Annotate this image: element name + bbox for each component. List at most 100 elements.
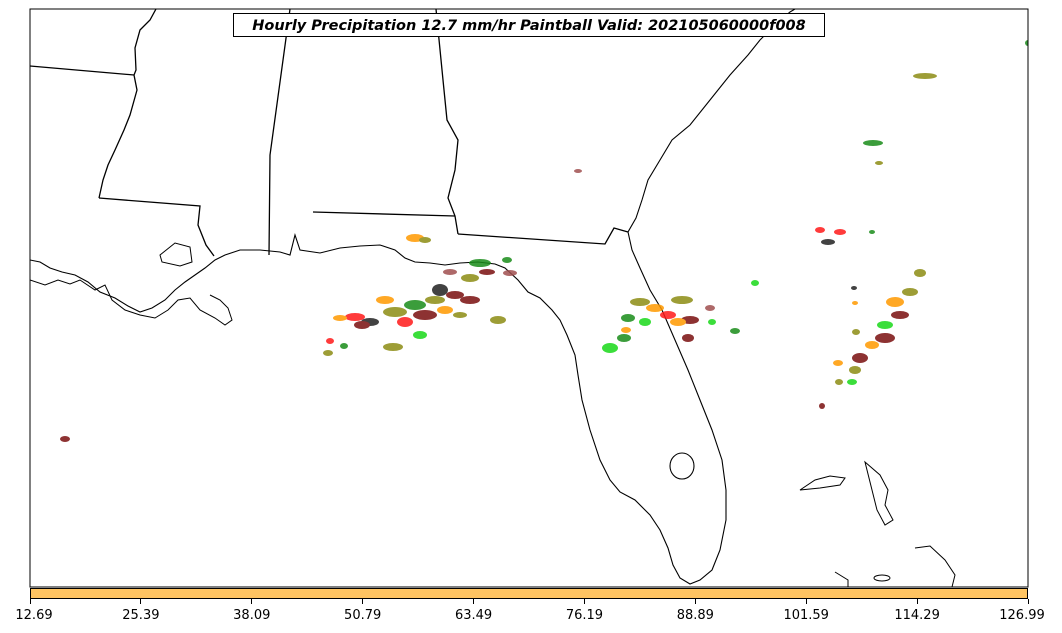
state-border-al-ga xyxy=(435,9,459,235)
colorbar-tick-label: 12.69 xyxy=(15,608,53,623)
precip-blob xyxy=(902,288,918,296)
bahamas-abaco xyxy=(864,460,894,526)
coastline xyxy=(30,9,796,585)
precip-blob xyxy=(345,313,365,321)
precip-blob xyxy=(397,317,413,327)
precip-blob xyxy=(490,316,506,324)
precip-blob xyxy=(602,343,618,353)
lake-okeechobee xyxy=(669,452,695,480)
colorbar-tick-label: 63.49 xyxy=(454,608,493,623)
bahamas-grand xyxy=(799,475,846,491)
state-border-ms-la xyxy=(98,197,215,257)
precip-blob xyxy=(852,353,868,363)
map-title: Hourly Precipitation 12.7 mm/hr Paintbal… xyxy=(233,13,825,37)
colorbar-tick-mark xyxy=(805,599,807,604)
precip-blob xyxy=(383,343,403,351)
colorbar-tick-mark xyxy=(362,599,364,604)
precip-blob xyxy=(914,269,926,277)
precip-blob xyxy=(413,310,437,320)
precip-blob xyxy=(913,73,937,79)
colorbar-tick-mark xyxy=(140,599,142,604)
state-border-al-ga-west xyxy=(268,9,291,256)
precip-blob xyxy=(617,334,631,342)
colorbar-tick-mark xyxy=(583,599,585,604)
map-border xyxy=(29,8,1029,588)
precip-blob xyxy=(354,321,370,329)
precip-blob xyxy=(852,329,860,335)
colorbar-tick-mark xyxy=(473,599,475,604)
precip-blob xyxy=(847,379,857,385)
coastline-la xyxy=(30,279,233,326)
precip-blob xyxy=(875,161,883,165)
colorbar-tick-label: 126.99 xyxy=(999,608,1045,623)
bahamas-small xyxy=(873,574,891,582)
precip-blob xyxy=(849,366,861,374)
precip-blob xyxy=(877,321,893,329)
state-border-ms-tn xyxy=(30,65,135,76)
colorbar-tick-label: 50.79 xyxy=(344,608,382,623)
colorbar-tick-label: 38.09 xyxy=(233,608,271,623)
precip-blob xyxy=(851,286,857,290)
precip-blob xyxy=(60,436,70,442)
bahamas-andros xyxy=(834,571,849,587)
precip-blob xyxy=(875,333,895,343)
precip-blob xyxy=(869,230,875,234)
precip-blob xyxy=(461,274,479,282)
precip-blob xyxy=(730,328,740,334)
precip-blob xyxy=(630,298,650,306)
precip-blob xyxy=(340,343,348,349)
precip-blob xyxy=(574,169,582,173)
precip-blob xyxy=(469,259,491,267)
precip-blob xyxy=(432,284,448,296)
bahamas-eleuthera xyxy=(914,545,956,587)
colorbar-tick-label: 101.59 xyxy=(783,608,829,623)
precip-blob xyxy=(646,304,664,312)
precip-blob xyxy=(503,270,517,276)
precip-blob xyxy=(376,296,394,304)
precip-blob xyxy=(446,291,464,299)
precip-blob xyxy=(621,314,635,322)
colorbar xyxy=(30,588,1028,599)
state-border-al-fl xyxy=(312,211,456,217)
precip-blob xyxy=(639,318,651,326)
precip-blob xyxy=(705,305,715,311)
precip-blob xyxy=(460,296,480,304)
colorbar-tick-label: 88.89 xyxy=(676,608,714,623)
precip-blob xyxy=(833,360,843,366)
precip-blob xyxy=(660,311,676,319)
state-border-ga-fl xyxy=(457,227,629,245)
precip-blob xyxy=(865,341,879,349)
precip-blob xyxy=(708,319,716,325)
precip-blob xyxy=(819,403,825,409)
precip-blob xyxy=(863,140,883,146)
precip-blob xyxy=(886,297,904,307)
precip-blob xyxy=(326,338,334,344)
precipitation-blobs xyxy=(60,40,1028,442)
precip-blob xyxy=(751,280,759,286)
precip-blob xyxy=(443,269,457,275)
precip-blob xyxy=(383,307,407,317)
precip-blob xyxy=(682,334,694,342)
precip-blob xyxy=(425,296,445,304)
precip-blob xyxy=(815,227,825,233)
colorbar-tick-label: 25.39 xyxy=(122,608,160,623)
precip-blob xyxy=(1025,40,1028,46)
precip-blob xyxy=(413,331,427,339)
precip-blob xyxy=(502,257,512,263)
colorbar-tick-mark xyxy=(1027,599,1029,604)
precip-blob xyxy=(671,296,693,304)
precip-blob xyxy=(821,239,835,245)
colorbar-tick-label: 114.29 xyxy=(894,608,940,623)
precip-blob xyxy=(323,350,333,356)
coastline-ms-islands xyxy=(159,242,193,267)
precip-blob xyxy=(621,327,631,333)
colorbar-tick-mark xyxy=(694,599,696,604)
precip-blob xyxy=(453,312,467,318)
precip-blob xyxy=(437,306,453,314)
precip-blob xyxy=(852,301,858,305)
colorbar-tick-mark xyxy=(29,599,31,604)
precip-blob xyxy=(834,229,846,235)
precip-blob xyxy=(835,379,843,385)
precip-blob xyxy=(891,311,909,319)
